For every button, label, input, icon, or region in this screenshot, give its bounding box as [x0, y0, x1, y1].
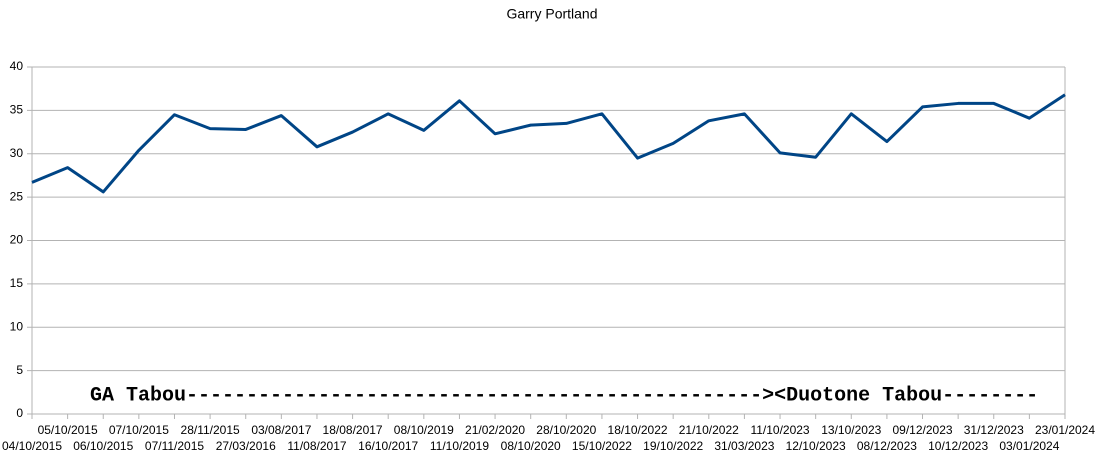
y-tick-label: 25	[10, 189, 24, 203]
x-tick-label: 28/10/2020	[536, 423, 596, 437]
x-tick-label: 21/02/2020	[465, 423, 525, 437]
x-tick-label: 03/08/2017	[251, 423, 311, 437]
x-tick-label: 08/10/2020	[501, 439, 561, 453]
y-tick-label: 35	[10, 103, 24, 117]
x-tick-label: 31/12/2023	[964, 423, 1024, 437]
x-tick-label: 11/08/2017	[287, 439, 346, 453]
x-tick-label: 18/08/2017	[323, 423, 383, 437]
x-tick-label: 27/03/2016	[216, 439, 276, 453]
y-tick-label: 0	[16, 406, 23, 420]
x-tick-label: 03/01/2024	[999, 439, 1059, 453]
y-tick-label: 20	[10, 233, 24, 247]
y-tick-label: 15	[10, 276, 24, 290]
x-tick-label: 16/10/2017	[358, 439, 418, 453]
y-tick-label: 40	[10, 59, 24, 73]
x-tick-label: 05/10/2015	[38, 423, 98, 437]
x-tick-label: 09/12/2023	[892, 423, 952, 437]
chart-title: Garry Portland	[506, 6, 597, 22]
x-tick-label: 11/10/2023	[750, 423, 809, 437]
y-tick-label: 5	[16, 363, 23, 377]
x-tick-label: 23/01/2024	[1035, 423, 1095, 437]
x-tick-label: 15/10/2022	[572, 439, 632, 453]
x-tick-label: 18/10/2022	[608, 423, 668, 437]
y-tick-label: 10	[10, 319, 24, 333]
x-tick-label: 06/10/2015	[73, 439, 133, 453]
line	[31, 93, 1066, 194]
x-tick-label: 19/10/2022	[643, 439, 703, 453]
x-tick-label: 07/10/2015	[109, 423, 169, 437]
x-tick-label: 21/10/2022	[679, 423, 739, 437]
x-tick-label: 11/10/2019	[430, 439, 489, 453]
x-tick-label: 31/03/2023	[714, 439, 774, 453]
x-tick-label: 10/12/2023	[928, 439, 988, 453]
x-tick-label: 13/10/2023	[821, 423, 881, 437]
x-tick-label: 28/11/2015	[181, 423, 240, 437]
y-tick-label: 30	[10, 146, 24, 160]
x-tick-label: 12/10/2023	[786, 439, 846, 453]
x-tick-label: 08/12/2023	[857, 439, 917, 453]
annotation: GA Tabou--------------------------------…	[90, 384, 1038, 407]
x-tick-label: 07/11/2015	[145, 439, 204, 453]
x-tick-label: 08/10/2019	[394, 423, 454, 437]
x-tick-label: 04/10/2015	[2, 439, 62, 453]
